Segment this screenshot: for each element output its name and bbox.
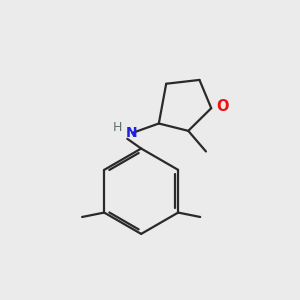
Text: N: N	[125, 126, 137, 140]
Text: H: H	[113, 121, 122, 134]
Text: O: O	[217, 99, 229, 114]
